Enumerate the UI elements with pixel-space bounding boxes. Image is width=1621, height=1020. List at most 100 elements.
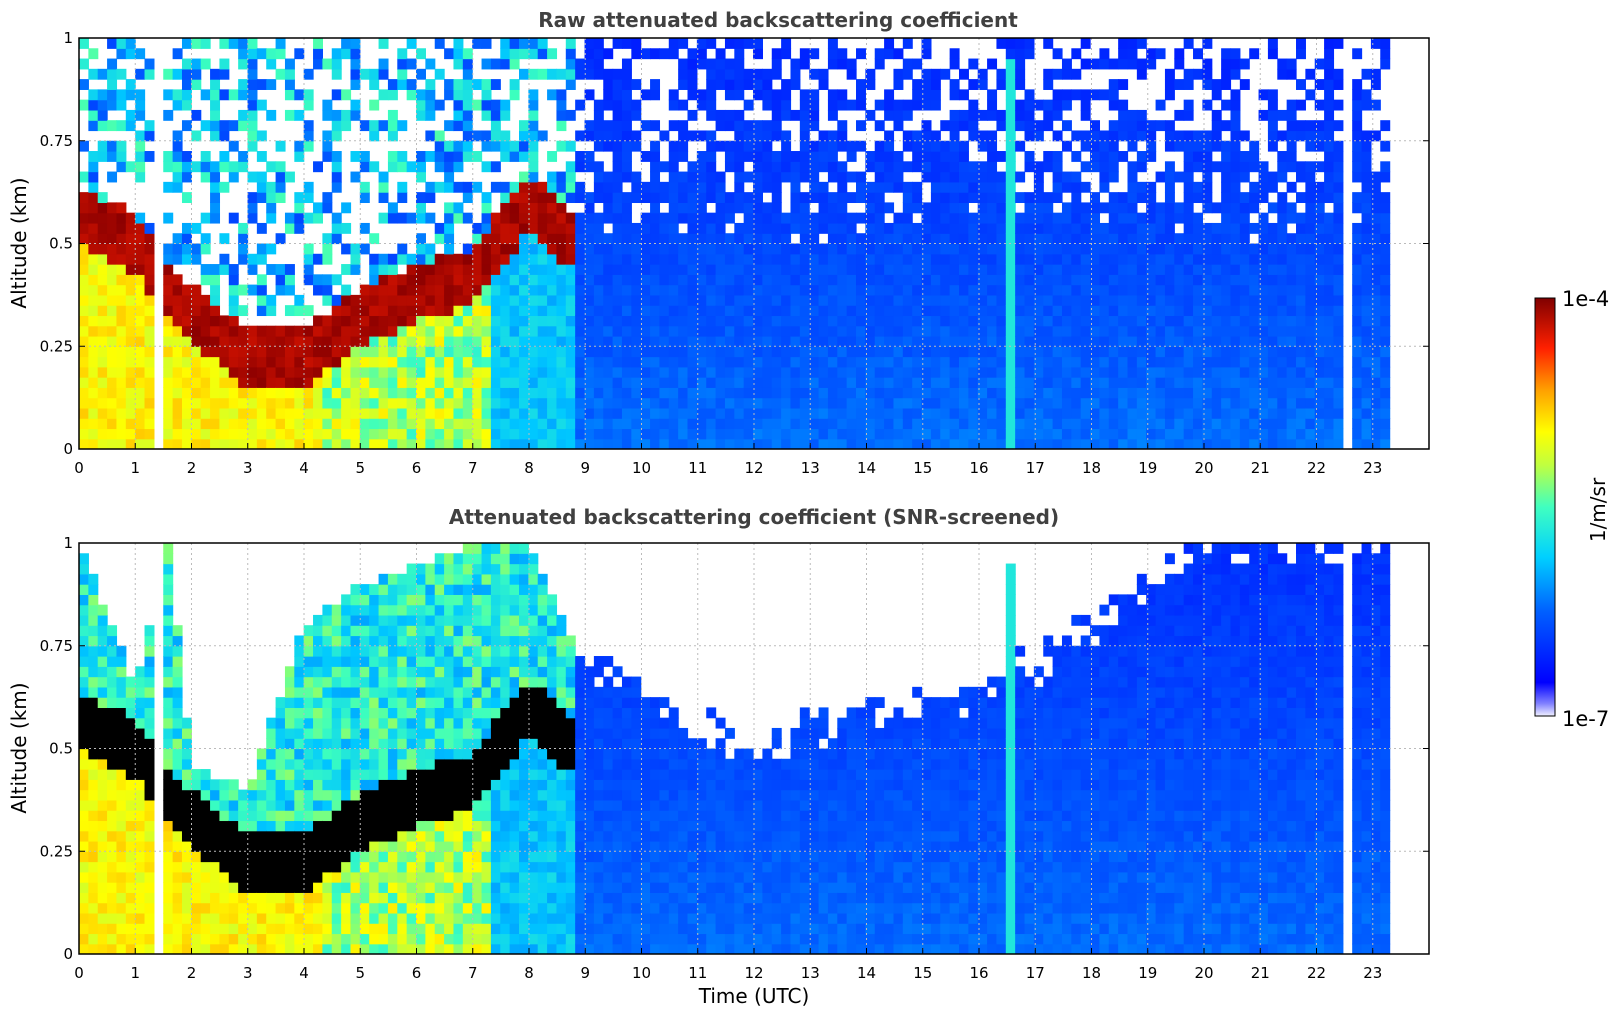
heatmap-cell [556, 171, 567, 183]
heatmap-cell [603, 264, 614, 275]
heatmap-cell [1164, 387, 1175, 399]
heatmap-cell [827, 253, 838, 265]
heatmap-cell [406, 305, 417, 317]
heatmap-cell [547, 294, 558, 306]
heatmap-cell [593, 58, 604, 70]
heatmap-cell [827, 397, 838, 409]
heatmap-cell [490, 222, 501, 234]
heatmap-cell [846, 438, 857, 449]
heatmap-cell [1118, 284, 1129, 296]
heatmap-cell [1380, 387, 1391, 399]
heatmap-cell [949, 171, 960, 183]
heatmap-cell [930, 346, 941, 358]
heatmap-cell [987, 284, 998, 296]
heatmap-cell [509, 274, 520, 286]
heatmap-cell [191, 820, 202, 832]
heatmap-cell [940, 151, 951, 162]
heatmap-cell [537, 346, 548, 358]
heatmap-cell [1015, 253, 1026, 265]
heatmap-cell [734, 356, 745, 368]
heatmap-cell [1164, 325, 1175, 337]
heatmap-cell [949, 109, 960, 121]
heatmap-cell [1193, 151, 1203, 162]
heatmap-cell [163, 851, 174, 863]
heatmap-cell [1277, 397, 1288, 409]
heatmap-cell [125, 861, 136, 873]
heatmap-cell [416, 48, 426, 60]
heatmap-cell [444, 212, 455, 224]
heatmap-cell [144, 717, 155, 729]
heatmap-cell [294, 89, 305, 101]
heatmap-cell [256, 902, 267, 914]
heatmap-cell [387, 387, 398, 399]
heatmap-cell [996, 68, 1007, 80]
heatmap-cell [219, 325, 230, 337]
heatmap-cell [790, 68, 801, 80]
heatmap-cell [481, 387, 492, 399]
heatmap-cell [172, 738, 183, 750]
heatmap-cell [856, 89, 866, 101]
heatmap-cell [247, 779, 258, 791]
heatmap-cell [771, 274, 782, 286]
heatmap-cell [247, 840, 258, 852]
heatmap-cell [734, 202, 745, 214]
heatmap-cell [949, 284, 960, 296]
heatmap-cell [238, 789, 249, 801]
heatmap-cell [696, 130, 707, 142]
heatmap-cell [1230, 274, 1241, 286]
heatmap-cell [753, 38, 763, 49]
heatmap-cell [1127, 222, 1138, 234]
heatmap-cell [1146, 397, 1157, 409]
heatmap-cell [1380, 438, 1391, 449]
heatmap-cell [1314, 222, 1325, 234]
heatmap-cell [88, 830, 99, 842]
heatmap-cell [930, 140, 941, 152]
heatmap-cell [706, 68, 717, 80]
heatmap-cell [846, 366, 857, 378]
heatmap-cell [1239, 377, 1250, 388]
heatmap-cell [444, 222, 455, 234]
heatmap-cell [107, 356, 118, 368]
heatmap-cell [799, 325, 810, 337]
heatmap-cell [1286, 202, 1297, 214]
heatmap-cell [1005, 407, 1016, 419]
heatmap-cell [172, 645, 183, 657]
heatmap-cell [97, 738, 108, 750]
heatmap-cell [359, 407, 370, 419]
heatmap-cell [219, 933, 230, 945]
heatmap-cell [612, 68, 623, 80]
heatmap-cell [575, 233, 586, 245]
heatmap-cell [958, 212, 969, 224]
heatmap-cell [1061, 294, 1072, 306]
heatmap-cell [369, 428, 380, 440]
panel-raw-x-ticks: 0 1 2 3 4 5 6 7 8 9 10 11 12 13 14 15 16 17 18 19 20 21 22 23 [74, 443, 1382, 477]
heatmap-cell [621, 397, 632, 409]
heatmap-cell [97, 233, 108, 245]
heatmap-cell [1277, 366, 1288, 378]
heatmap-cell [856, 325, 866, 337]
heatmap-cell [88, 851, 99, 863]
heatmap-cell [930, 89, 941, 101]
heatmap-cell [724, 346, 735, 358]
heatmap-cell [1080, 58, 1091, 70]
heatmap-cell [1033, 253, 1044, 265]
heatmap-cell [547, 89, 558, 101]
heatmap-cell [799, 264, 810, 275]
heatmap-cell [1183, 222, 1194, 234]
heatmap-cell [827, 171, 838, 183]
heatmap-cell [1108, 202, 1119, 214]
heatmap-cell [191, 438, 202, 449]
heatmap-cell [1305, 212, 1316, 224]
heatmap-cell [116, 861, 127, 873]
heatmap-cell [322, 202, 333, 214]
heatmap-cell [210, 933, 221, 945]
heatmap-cell [1202, 222, 1213, 234]
heatmap-cell [1108, 274, 1119, 286]
heatmap-cell [1183, 284, 1194, 296]
heatmap-cell [1286, 397, 1297, 409]
heatmap-cell [696, 438, 707, 449]
heatmap-cell [584, 284, 595, 296]
heatmap-cell [228, 871, 239, 883]
heatmap-cell [809, 335, 820, 347]
heatmap-cell [659, 264, 670, 275]
